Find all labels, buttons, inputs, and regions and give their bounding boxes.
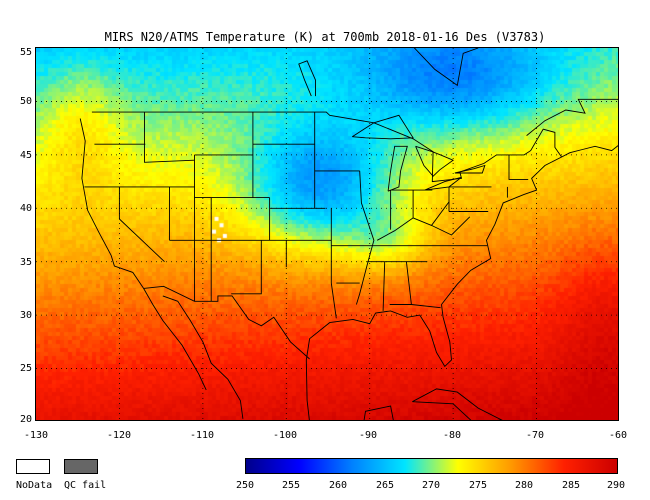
nodata-swatch bbox=[16, 459, 50, 474]
lon-tick-label: -90 bbox=[358, 430, 378, 441]
map-overlay bbox=[36, 48, 618, 420]
state-103w bbox=[231, 240, 262, 295]
state-ms-al bbox=[382, 261, 386, 311]
lat-tick-label: 25 bbox=[19, 363, 32, 374]
coastline-west bbox=[79, 118, 207, 391]
lake-michigan bbox=[387, 145, 408, 192]
coastline-gulf-of-california bbox=[162, 295, 244, 419]
colorbar-tick-label: 265 bbox=[375, 480, 395, 491]
lat-tick-label: 50 bbox=[19, 96, 32, 107]
colorbar-tick-label: 250 bbox=[235, 480, 255, 491]
state-vt-nh bbox=[508, 154, 529, 180]
lake-erie bbox=[424, 176, 462, 191]
coastline-cuba bbox=[412, 388, 503, 420]
colorbar-tick-label: 285 bbox=[561, 480, 581, 491]
graticule bbox=[36, 48, 618, 420]
lat-tick-label: 30 bbox=[19, 310, 32, 321]
border-mexico bbox=[143, 285, 310, 360]
lake-winnipeg bbox=[298, 60, 316, 97]
colorbar-tick-label: 255 bbox=[281, 480, 301, 491]
colorbar-tick-label: 260 bbox=[328, 480, 348, 491]
lake-ontario bbox=[454, 164, 486, 174]
coastline-hudson-bay bbox=[328, 48, 479, 87]
colorbar-tick-label: 290 bbox=[606, 480, 626, 491]
state-id-mt bbox=[144, 112, 195, 163]
qcfail-label: QC fail bbox=[64, 480, 107, 491]
lat-tick-label: 45 bbox=[19, 150, 32, 161]
lake-huron bbox=[415, 145, 455, 177]
lon-tick-label: -120 bbox=[106, 430, 132, 441]
lat-tick-label: 20 bbox=[19, 414, 32, 425]
lon-tick-label: -100 bbox=[272, 430, 298, 441]
map-title: MIRS N20/ATMS Temperature (K) at 700mb 2… bbox=[104, 30, 546, 44]
colorbar bbox=[245, 458, 618, 474]
coastline-yucatan bbox=[363, 405, 394, 420]
state-wv-va bbox=[431, 216, 471, 236]
lon-tick-label: -110 bbox=[189, 430, 215, 441]
colorbar-tick-label: 275 bbox=[468, 480, 488, 491]
temperature-field bbox=[36, 48, 618, 420]
coastline-gulf bbox=[305, 304, 452, 420]
lon-tick-label: -70 bbox=[525, 430, 545, 441]
coastlines-and-borders bbox=[79, 48, 618, 420]
lat-tick-label: 55 bbox=[19, 47, 32, 58]
lat-tick-label: 40 bbox=[19, 203, 32, 214]
qcfail-swatch bbox=[64, 459, 98, 474]
colorbar-tick-label: 280 bbox=[514, 480, 534, 491]
state-miss-river bbox=[355, 170, 375, 305]
state-al-ga bbox=[389, 261, 412, 305]
lon-tick-label: -130 bbox=[23, 430, 49, 441]
lon-tick-label: -80 bbox=[442, 430, 462, 441]
state-ga-fl bbox=[411, 304, 441, 309]
nodata-label: NoData bbox=[16, 480, 53, 491]
coastline-east bbox=[441, 145, 618, 305]
lake-superior bbox=[351, 114, 414, 140]
state-94w bbox=[330, 208, 337, 319]
lon-tick-label: -60 bbox=[608, 430, 628, 441]
colorbar-tick-label: 270 bbox=[421, 480, 441, 491]
lat-tick-label: 35 bbox=[19, 257, 32, 268]
state-39n-ca bbox=[118, 186, 165, 263]
coastline-st-lawrence bbox=[526, 98, 618, 136]
temperature-map bbox=[35, 47, 619, 421]
